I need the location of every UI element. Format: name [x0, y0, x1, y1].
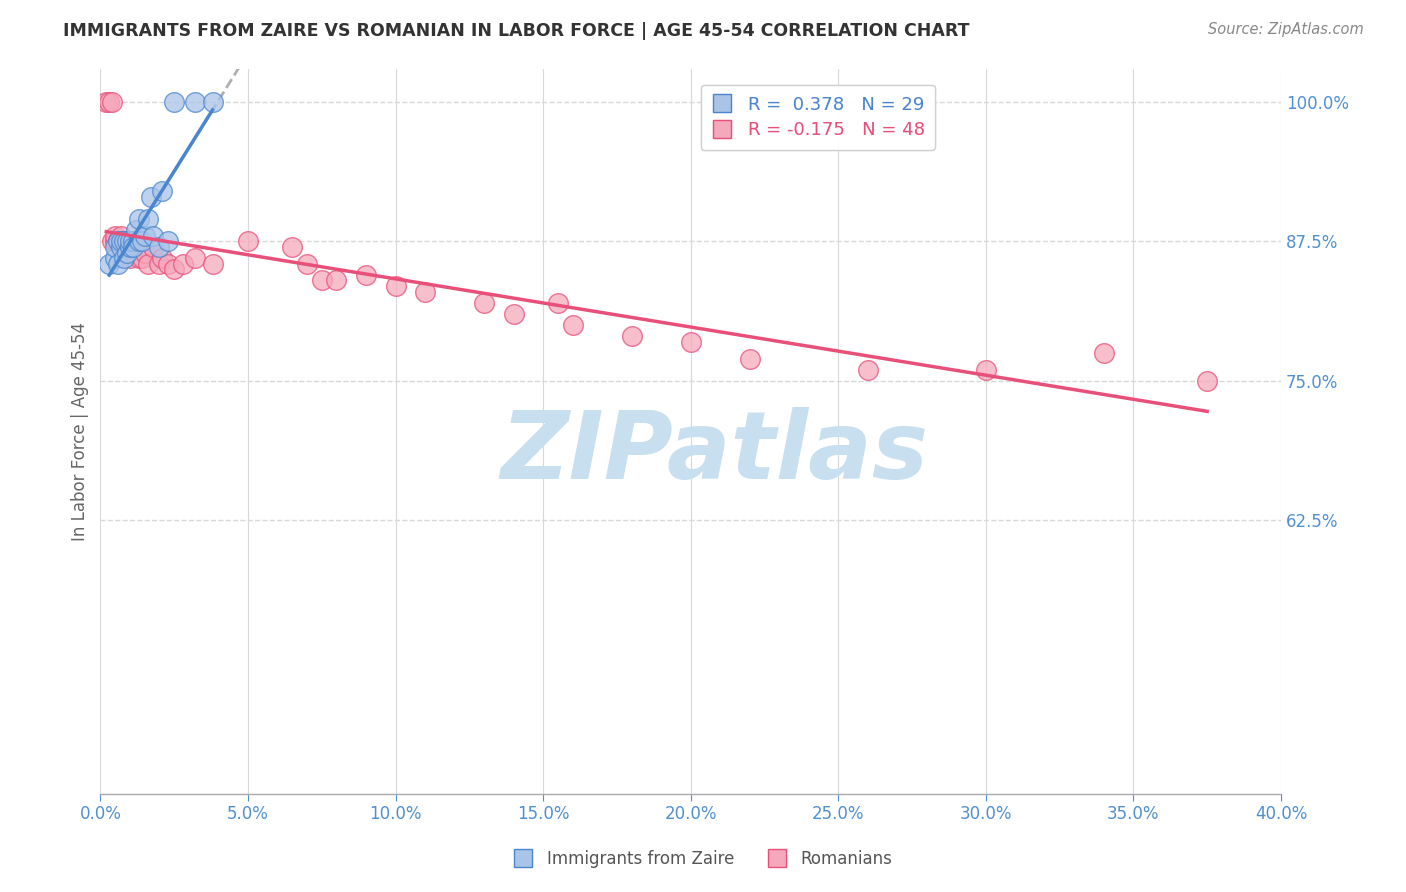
Point: [157, 257, 180, 271]
Point: [112, 240, 135, 254]
Point: [107, 235, 129, 249]
Point: [125, 223, 148, 237]
Point: [96, 95, 118, 109]
Point: [104, 235, 127, 249]
Point: [128, 235, 150, 249]
Point: [125, 235, 148, 249]
Point: [201, 95, 224, 109]
Point: [101, 95, 124, 109]
Point: [112, 235, 135, 249]
Point: [295, 257, 318, 271]
Point: [98, 95, 121, 109]
Point: [104, 228, 127, 243]
Point: [236, 235, 259, 249]
Point: [384, 279, 406, 293]
Point: [121, 240, 143, 254]
Point: [281, 240, 304, 254]
Point: [118, 251, 141, 265]
Point: [172, 257, 194, 271]
Point: [679, 334, 702, 349]
Point: [311, 273, 333, 287]
Text: Source: ZipAtlas.com: Source: ZipAtlas.com: [1208, 22, 1364, 37]
Point: [134, 245, 156, 260]
Legend: R =  0.378   N = 29, R = -0.175   N = 48: R = 0.378 N = 29, R = -0.175 N = 48: [700, 85, 935, 150]
Point: [547, 295, 569, 310]
Point: [118, 235, 141, 249]
Point: [472, 295, 495, 310]
Point: [118, 235, 141, 249]
Point: [110, 235, 132, 249]
Point: [136, 212, 159, 227]
Point: [110, 240, 132, 254]
Point: [163, 262, 186, 277]
Point: [104, 251, 127, 265]
Point: [1197, 374, 1219, 388]
Point: [118, 240, 141, 254]
Point: [184, 95, 207, 109]
Legend: Immigrants from Zaire, Romanians: Immigrants from Zaire, Romanians: [506, 844, 900, 875]
Point: [112, 235, 135, 249]
Point: [121, 240, 143, 254]
Point: [1092, 346, 1115, 360]
Point: [107, 257, 129, 271]
Point: [354, 268, 377, 282]
Point: [131, 251, 153, 265]
Point: [157, 235, 180, 249]
Point: [110, 235, 132, 249]
Point: [134, 228, 156, 243]
Point: [620, 329, 643, 343]
Point: [101, 235, 124, 249]
Point: [184, 251, 207, 265]
Text: ZIPatlas: ZIPatlas: [501, 407, 928, 499]
Point: [112, 251, 135, 265]
Point: [738, 351, 761, 366]
Point: [974, 363, 997, 377]
Point: [115, 235, 138, 249]
Point: [561, 318, 583, 332]
Point: [128, 212, 150, 227]
Y-axis label: In Labor Force | Age 45-54: In Labor Force | Age 45-54: [72, 322, 89, 541]
Point: [128, 251, 150, 265]
Point: [148, 257, 170, 271]
Point: [107, 235, 129, 249]
Point: [115, 245, 138, 260]
Point: [150, 184, 173, 198]
Point: [98, 257, 121, 271]
Point: [136, 257, 159, 271]
Point: [502, 307, 524, 321]
Point: [163, 95, 186, 109]
Point: [148, 240, 170, 254]
Point: [325, 273, 347, 287]
Point: [139, 190, 162, 204]
Point: [121, 235, 143, 249]
Point: [131, 235, 153, 249]
Point: [142, 228, 165, 243]
Point: [150, 251, 173, 265]
Point: [856, 363, 879, 377]
Text: IMMIGRANTS FROM ZAIRE VS ROMANIAN IN LABOR FORCE | AGE 45-54 CORRELATION CHART: IMMIGRANTS FROM ZAIRE VS ROMANIAN IN LAB…: [63, 22, 970, 40]
Point: [201, 257, 224, 271]
Point: [142, 240, 165, 254]
Point: [110, 228, 132, 243]
Point: [107, 235, 129, 249]
Point: [104, 240, 127, 254]
Point: [413, 285, 436, 299]
Point: [115, 240, 138, 254]
